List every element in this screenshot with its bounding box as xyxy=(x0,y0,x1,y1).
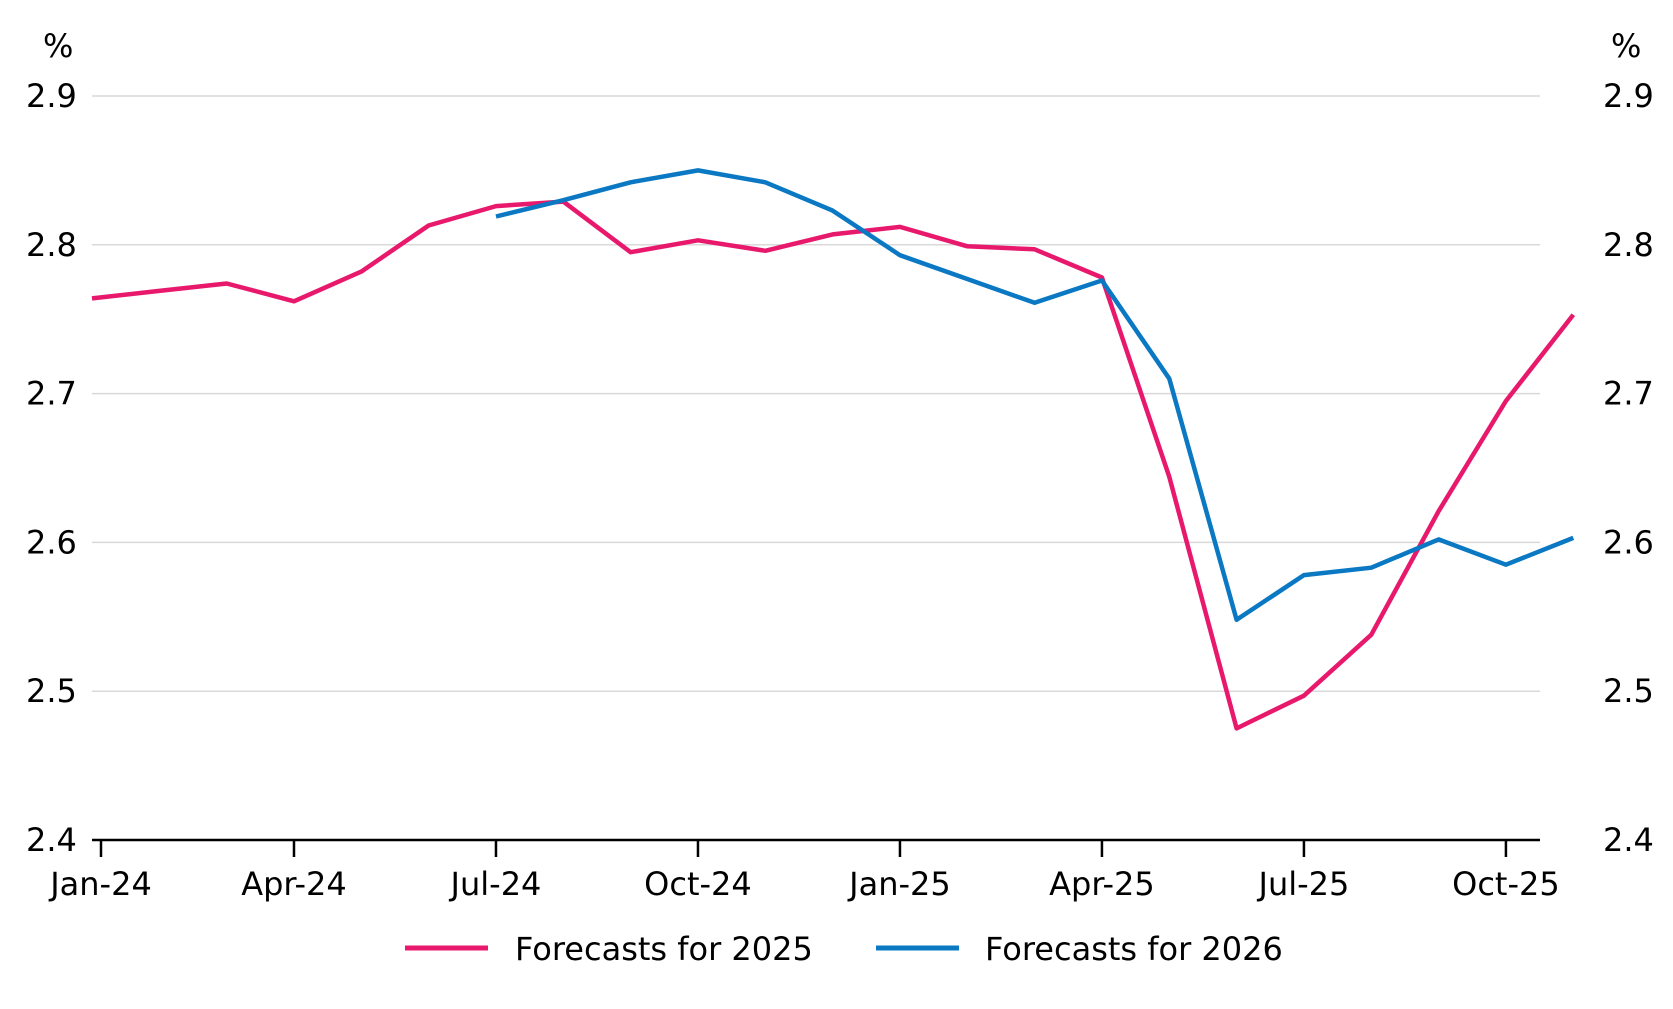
y-tick-label-right: 2.5 xyxy=(1603,672,1654,710)
y-tick-label-right: 2.4 xyxy=(1603,821,1654,859)
x-tick-label: Jan-24 xyxy=(48,865,152,903)
x-axis-labels: Jan-24 Apr-24 Jul-24 Oct-24 Jan-25 Apr-25 Jul-… xyxy=(48,865,1560,903)
legend: Forecasts for 2025 Forecasts for 2026 xyxy=(405,930,1283,968)
legend-label: Forecasts for 2026 xyxy=(985,930,1283,968)
y-tick-label-left: 2.7 xyxy=(26,375,77,413)
x-tick-label: Apr-25 xyxy=(1049,865,1155,903)
x-tick-label: Jul-25 xyxy=(1257,865,1350,903)
y-tick-label-left: 2.8 xyxy=(26,226,77,264)
x-tick-label: Apr-24 xyxy=(241,865,347,903)
y-axis-right-labels: 2.4 2.5 2.6 2.7 2.8 2.9 xyxy=(1603,77,1654,859)
x-tick-label: Jan-25 xyxy=(847,865,951,903)
y-tick-label-left: 2.9 xyxy=(26,77,77,115)
y-axis-left-unit: % xyxy=(43,27,73,65)
series-lines xyxy=(91,168,1576,731)
y-tick-label-right: 2.6 xyxy=(1603,523,1654,561)
grid-lines xyxy=(92,95,1540,692)
x-tick-label: Oct-25 xyxy=(1452,865,1560,903)
y-axis-right-unit: % xyxy=(1611,27,1641,65)
axes xyxy=(92,838,1540,857)
y-tick-label-right: 2.7 xyxy=(1603,375,1654,413)
y-tick-label-left: 2.6 xyxy=(26,523,77,561)
x-tick-label: Oct-24 xyxy=(644,865,752,903)
y-tick-label-left: 2.5 xyxy=(26,672,77,710)
legend-label: Forecasts for 2025 xyxy=(515,930,813,968)
y-tick-label-left: 2.4 xyxy=(26,821,77,859)
y-tick-label-right: 2.8 xyxy=(1603,226,1654,264)
y-tick-label-right: 2.9 xyxy=(1603,77,1654,115)
x-tick-label: Jul-24 xyxy=(449,865,542,903)
series-line-2 xyxy=(495,168,1575,623)
y-axis-left-labels: 2.4 2.5 2.6 2.7 2.8 2.9 xyxy=(26,77,77,859)
series-line-1 xyxy=(91,199,1576,731)
